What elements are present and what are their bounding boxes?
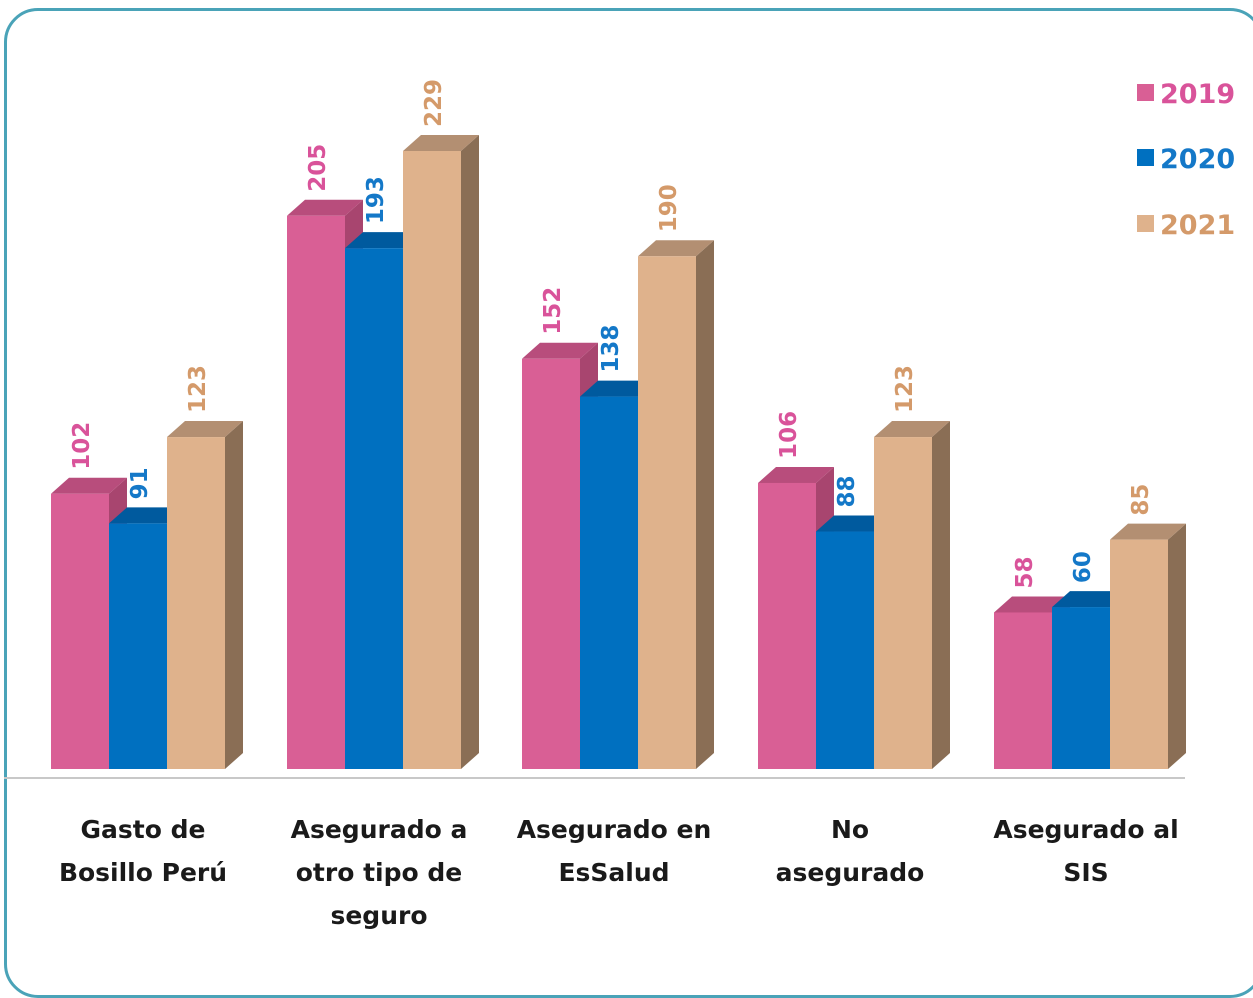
data-label-2021-2: 190 xyxy=(656,184,682,232)
data-label-2020-1: 193 xyxy=(363,176,389,224)
bar-top-2021-4 xyxy=(1110,523,1186,540)
bar-top-2021-2 xyxy=(638,240,714,257)
bar-top-2019-4 xyxy=(994,596,1070,613)
data-label-2020-3: 88 xyxy=(834,475,860,507)
legend-label-2020: 2020 xyxy=(1160,144,1235,175)
bar-2019-2 xyxy=(522,358,580,769)
bar-2019-3 xyxy=(758,482,816,769)
data-label-2021-1: 229 xyxy=(421,79,447,127)
bar-side-2021-1 xyxy=(461,135,479,769)
category-label-0-0: Gasto de xyxy=(81,815,206,844)
bar-top-2019-2 xyxy=(522,342,598,359)
data-label-2019-1: 205 xyxy=(305,144,331,192)
data-label-2019-0: 102 xyxy=(69,422,95,470)
bar-2021-2 xyxy=(638,256,696,769)
category-label-2-0: Asegurado en xyxy=(517,815,712,844)
category-label-4-0: Asegurado al xyxy=(993,815,1178,844)
bar-top-2020-3 xyxy=(816,515,892,532)
bar-2021-0 xyxy=(167,437,225,769)
bar-top-2020-4 xyxy=(1052,591,1128,608)
bar-top-2021-1 xyxy=(403,135,479,151)
bar-2020-1 xyxy=(345,248,403,769)
category-label-1-0: Asegurado a xyxy=(291,815,468,844)
bar-2020-0 xyxy=(109,523,167,769)
data-label-2020-2: 138 xyxy=(598,325,624,373)
bar-2019-4 xyxy=(994,612,1052,769)
bar-top-2019-1 xyxy=(287,199,363,216)
data-label-2019-2: 152 xyxy=(540,287,566,335)
bar-2020-3 xyxy=(816,531,874,769)
bar-chart: 102 91 123 Gasto de Bosillo Perú 205 193 229 Ase… xyxy=(4,79,1235,930)
bar-top-2021-3 xyxy=(874,421,950,438)
bar-top-2021-0 xyxy=(167,421,243,438)
legend-swatch-2020 xyxy=(1137,149,1154,166)
legend-label-2021: 2021 xyxy=(1160,210,1235,241)
category-label-1-1: otro tipo de xyxy=(296,858,462,887)
data-label-2019-4: 58 xyxy=(1012,556,1038,588)
bar-2019-0 xyxy=(51,493,109,769)
category-label-3-0: No xyxy=(831,815,869,844)
bar-side-2021-0 xyxy=(225,421,243,769)
bar-side-2021-2 xyxy=(696,240,714,769)
data-label-2021-3: 123 xyxy=(892,365,918,413)
category-label-1-2: seguro xyxy=(330,901,427,930)
category-label-3-1: asegurado xyxy=(776,858,925,887)
category-label-0-1: Bosillo Perú xyxy=(59,858,227,887)
bar-top-2020-1 xyxy=(345,232,421,249)
bar-2021-4 xyxy=(1110,539,1168,769)
legend-swatch-2019 xyxy=(1137,84,1154,101)
bar-top-2020-0 xyxy=(109,507,185,524)
bar-top-2019-0 xyxy=(51,477,127,494)
category-label-2-1: EsSalud xyxy=(558,858,669,887)
bar-side-2021-3 xyxy=(932,421,950,769)
data-label-2021-0: 123 xyxy=(185,365,211,413)
bar-side-2021-4 xyxy=(1168,523,1186,769)
data-label-2019-3: 106 xyxy=(776,411,802,459)
bar-2021-1 xyxy=(403,151,461,769)
data-label-2020-0: 91 xyxy=(127,467,153,499)
data-label-2020-4: 60 xyxy=(1070,551,1096,583)
legend-swatch-2021 xyxy=(1137,215,1154,232)
category-label-4-1: SIS xyxy=(1063,858,1108,887)
data-label-2021-4: 85 xyxy=(1128,484,1154,516)
bar-2019-1 xyxy=(287,215,345,769)
bar-2021-3 xyxy=(874,437,932,769)
legend-label-2019: 2019 xyxy=(1160,79,1235,110)
bar-top-2020-2 xyxy=(580,380,656,397)
bar-2020-2 xyxy=(580,396,638,769)
bar-top-2019-3 xyxy=(758,466,834,483)
bar-2020-4 xyxy=(1052,607,1110,769)
